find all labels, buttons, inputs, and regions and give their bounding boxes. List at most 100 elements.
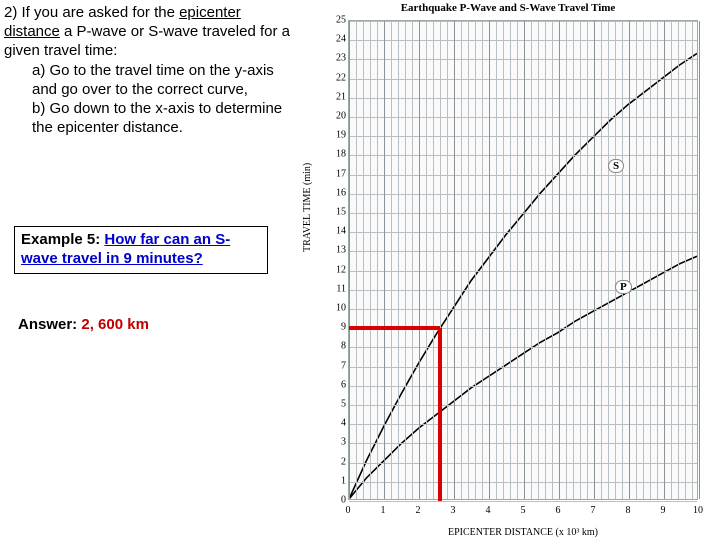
highlight-line-horizontal: [349, 326, 440, 330]
gridline-vertical: [433, 21, 434, 499]
gridline-vertical: [468, 21, 469, 499]
gridline-vertical: [405, 21, 406, 499]
x-tick-label: 0: [346, 505, 351, 516]
gridline-vertical: [503, 21, 504, 499]
gridline-horizontal: [349, 194, 697, 195]
y-tick-label: 18: [330, 149, 346, 160]
gridline-vertical: [377, 21, 378, 499]
chart-ylabel: TRAVEL TIME (min): [302, 163, 313, 252]
gridline-horizontal: [349, 175, 697, 176]
gridline-vertical: [482, 21, 483, 499]
y-tick-label: 5: [330, 399, 346, 410]
y-tick-label: 1: [330, 475, 346, 486]
gridline-vertical: [587, 21, 588, 499]
y-tick-label: 17: [330, 168, 346, 179]
gridline-vertical-major: [384, 21, 385, 499]
gridline-horizontal: [349, 367, 697, 368]
y-tick-label: 16: [330, 187, 346, 198]
gridline-vertical: [363, 21, 364, 499]
x-tick-label: 4: [486, 505, 491, 516]
chart-title: Earthquake P-Wave and S-Wave Travel Time: [300, 2, 716, 14]
gridline-vertical: [510, 21, 511, 499]
gridline-vertical-major: [489, 21, 490, 499]
gridline-vertical: [615, 21, 616, 499]
instruction-lead: 2) If you are asked for the epicenter di…: [4, 4, 294, 60]
gridline-horizontal: [349, 155, 697, 156]
gridline-vertical: [580, 21, 581, 499]
x-tick-label: 8: [626, 505, 631, 516]
gridline-vertical: [545, 21, 546, 499]
x-tick-label: 1: [381, 505, 386, 516]
gridline-vertical: [356, 21, 357, 499]
gridline-horizontal: [349, 463, 697, 464]
instruction-panel: 2) If you are asked for the epicenter di…: [4, 4, 294, 137]
gridline-horizontal: [349, 405, 697, 406]
y-tick-label: 15: [330, 207, 346, 218]
x-tick-label: 7: [591, 505, 596, 516]
gridline-horizontal: [349, 40, 697, 41]
y-tick-label: 23: [330, 53, 346, 64]
y-tick-label: 19: [330, 130, 346, 141]
y-tick-label: 3: [330, 437, 346, 448]
y-tick-label: 11: [330, 283, 346, 294]
p-wave-curve-label: P: [615, 280, 632, 294]
answer-value: 2, 600 km: [81, 316, 149, 333]
gridline-vertical-major: [594, 21, 595, 499]
gridline-vertical: [552, 21, 553, 499]
chart-xlabel: EPICENTER DISTANCE (x 10³ km): [348, 527, 698, 538]
gridline-vertical: [671, 21, 672, 499]
s-wave-curve-label: S: [608, 159, 624, 173]
y-tick-label: 6: [330, 379, 346, 390]
gridline-horizontal: [349, 443, 697, 444]
gridline-vertical: [426, 21, 427, 499]
example-prefix: Example 5:: [21, 231, 104, 248]
x-tick-label: 9: [661, 505, 666, 516]
y-tick-label: 14: [330, 226, 346, 237]
chart: Earthquake P-Wave and S-Wave Travel Time…: [300, 2, 716, 538]
gridline-vertical: [391, 21, 392, 499]
chart-curves: [349, 21, 697, 499]
gridline-vertical: [412, 21, 413, 499]
gridline-vertical: [573, 21, 574, 499]
answer-prefix: Answer:: [18, 316, 81, 333]
y-tick-label: 2: [330, 456, 346, 467]
highlight-line-vertical: [438, 328, 442, 501]
gridline-vertical: [650, 21, 651, 499]
gridline-vertical: [622, 21, 623, 499]
gridline-horizontal: [349, 290, 697, 291]
gridline-vertical: [475, 21, 476, 499]
gridline-vertical-major: [629, 21, 630, 499]
answer-line: Answer: 2, 600 km: [18, 316, 149, 333]
gridline-horizontal: [349, 309, 697, 310]
y-tick-label: 0: [330, 495, 346, 506]
example-box: Example 5: How far can an S-wave travel …: [14, 226, 268, 274]
gridline-vertical: [685, 21, 686, 499]
gridline-horizontal: [349, 232, 697, 233]
gridline-horizontal: [349, 501, 697, 502]
x-tick-label: 2: [416, 505, 421, 516]
gridline-vertical-major: [699, 21, 700, 499]
gridline-vertical-major: [349, 21, 350, 499]
gridline-horizontal: [349, 482, 697, 483]
gridline-vertical: [398, 21, 399, 499]
gridline-vertical: [636, 21, 637, 499]
gridline-vertical: [608, 21, 609, 499]
gridline-vertical: [531, 21, 532, 499]
gridline-horizontal: [349, 117, 697, 118]
gridline-horizontal: [349, 386, 697, 387]
gridline-vertical: [538, 21, 539, 499]
gridline-vertical: [517, 21, 518, 499]
gridline-vertical-major: [559, 21, 560, 499]
gridline-vertical: [496, 21, 497, 499]
gridline-vertical: [657, 21, 658, 499]
gridline-horizontal: [349, 251, 697, 252]
x-tick-label: 5: [521, 505, 526, 516]
gridline-horizontal: [349, 59, 697, 60]
y-tick-label: 8: [330, 341, 346, 352]
y-tick-label: 20: [330, 111, 346, 122]
gridline-vertical: [566, 21, 567, 499]
gridline-vertical: [643, 21, 644, 499]
x-tick-label: 3: [451, 505, 456, 516]
instruction-step-a: a) Go to the travel time on the y-axis a…: [4, 62, 294, 100]
y-tick-label: 22: [330, 72, 346, 83]
